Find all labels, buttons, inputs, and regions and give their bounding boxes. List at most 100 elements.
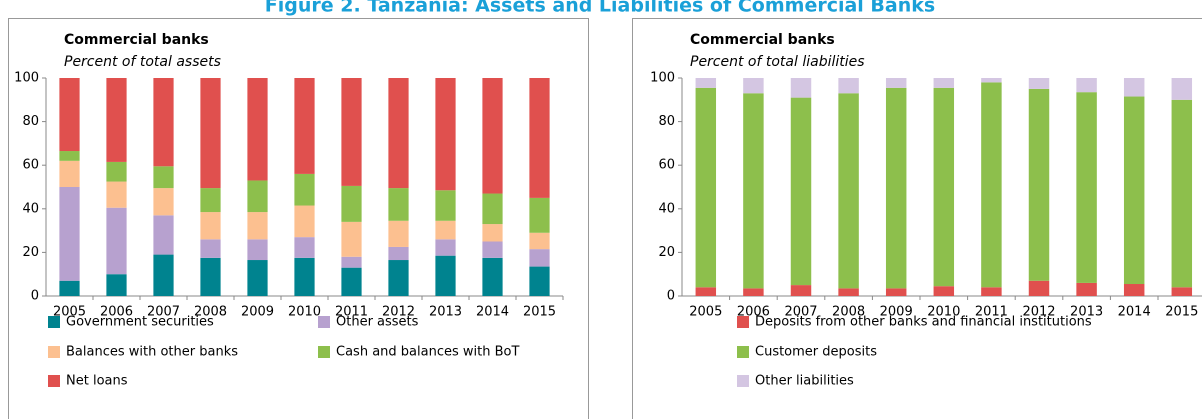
- x-tick-label: 2009: [241, 305, 274, 320]
- bar-segment: [790, 97, 812, 286]
- bar-segment: [981, 287, 1002, 296]
- chart-title: Commercial banks: [64, 32, 209, 48]
- bar-segment: [388, 188, 409, 221]
- bar-segment: [341, 185, 362, 222]
- bar-segment: [743, 93, 764, 289]
- bar-segment: [1076, 78, 1097, 93]
- bar-segment: [695, 87, 717, 288]
- bar-segment: [435, 255, 456, 296]
- y-tick-label: 60: [22, 158, 39, 173]
- bar-segment: [59, 151, 80, 161]
- x-tick-label: 2008: [832, 305, 865, 320]
- x-tick-label: 2012: [382, 305, 415, 320]
- legend-label: Deposits from other banks and financial …: [755, 315, 1092, 330]
- bar-segment: [388, 220, 409, 247]
- bar-segment: [106, 274, 127, 296]
- bar-segment: [294, 78, 315, 174]
- bar-segment: [790, 285, 812, 296]
- x-tick-label: 2006: [737, 305, 770, 320]
- chart-subtitle: Percent of total assets: [64, 54, 221, 70]
- bar-segment: [294, 257, 315, 296]
- bar-segment: [200, 188, 221, 213]
- legend-swatch: [318, 346, 330, 358]
- figure-title: Figure 2. Tanzania: Assets and Liabiliti…: [265, 0, 935, 17]
- bar-segment: [933, 78, 955, 88]
- x-tick-label: 2015: [523, 305, 556, 320]
- bar-segment: [341, 78, 362, 186]
- legend-swatch: [737, 375, 749, 387]
- bar-segment: [294, 173, 315, 206]
- legend-label: Other assets: [336, 315, 419, 330]
- bar-segment: [529, 78, 550, 198]
- legend-swatch: [48, 316, 60, 328]
- bar-segment: [59, 187, 80, 281]
- y-tick-label: 0: [667, 289, 675, 304]
- bar-segment: [435, 190, 456, 221]
- bar-segment: [106, 181, 127, 208]
- bar-segment: [1123, 284, 1145, 296]
- x-tick-label: 2009: [880, 305, 913, 320]
- y-tick-label: 20: [22, 245, 39, 260]
- bar-segment: [200, 239, 221, 258]
- x-tick-label: 2012: [1022, 305, 1055, 320]
- legend-swatch: [48, 375, 60, 387]
- bar-segment: [1028, 280, 1050, 296]
- bar-segment: [388, 78, 409, 189]
- bar-segment: [59, 160, 80, 187]
- bar-segment: [933, 87, 955, 287]
- bar-segment: [1171, 99, 1193, 288]
- x-tick-label: 2013: [429, 305, 462, 320]
- legend-label: Government securities: [66, 315, 214, 330]
- bar-segment: [482, 78, 503, 194]
- legend-label: Customer deposits: [755, 345, 877, 360]
- x-tick-label: 2011: [335, 305, 368, 320]
- bar-segment: [200, 257, 221, 296]
- bar-segment: [294, 237, 315, 258]
- legend-label: Other liabilities: [755, 374, 854, 389]
- left-panel: [8, 18, 589, 419]
- x-tick-label: 2007: [784, 305, 817, 320]
- bar-segment: [153, 188, 174, 216]
- bar-segment: [743, 78, 764, 94]
- bar-segment: [59, 280, 80, 296]
- bar-segment: [388, 260, 409, 296]
- y-tick-label: 0: [31, 289, 39, 304]
- bar-segment: [435, 220, 456, 240]
- bar-segment: [153, 78, 174, 167]
- legend-swatch: [318, 316, 330, 328]
- bar-segment: [153, 254, 174, 296]
- bar-segment: [247, 180, 268, 213]
- bar-segment: [106, 78, 127, 162]
- bar-segment: [435, 239, 456, 256]
- bar-segment: [695, 78, 717, 88]
- bar-segment: [1076, 92, 1097, 283]
- legend-label: Cash and balances with BoT: [336, 345, 519, 360]
- bar-segment: [1123, 96, 1145, 285]
- bar-segment: [743, 288, 764, 296]
- legend-swatch: [737, 346, 749, 358]
- bar-segment: [529, 232, 550, 250]
- y-tick-label: 100: [14, 71, 39, 86]
- bar-segment: [1028, 78, 1050, 89]
- x-tick-label: 2005: [53, 305, 86, 320]
- bar-segment: [388, 246, 409, 261]
- chart-subtitle: Percent of total liabilities: [690, 54, 865, 70]
- y-tick-label: 20: [658, 245, 675, 260]
- x-tick-label: 2006: [100, 305, 133, 320]
- x-tick-label: 2010: [927, 305, 960, 320]
- bar-segment: [981, 82, 1002, 288]
- legend-swatch: [48, 346, 60, 358]
- bar-segment: [482, 241, 503, 258]
- bar-segment: [153, 166, 174, 189]
- legend-label: Net loans: [66, 374, 128, 389]
- x-tick-label: 2005: [689, 305, 722, 320]
- bar-segment: [838, 288, 859, 296]
- x-tick-label: 2008: [194, 305, 227, 320]
- bar-segment: [106, 207, 127, 275]
- x-tick-label: 2011: [975, 305, 1008, 320]
- bar-segment: [341, 256, 362, 268]
- bar-segment: [529, 266, 550, 296]
- bar-segment: [1123, 78, 1145, 97]
- bar-segment: [200, 212, 221, 240]
